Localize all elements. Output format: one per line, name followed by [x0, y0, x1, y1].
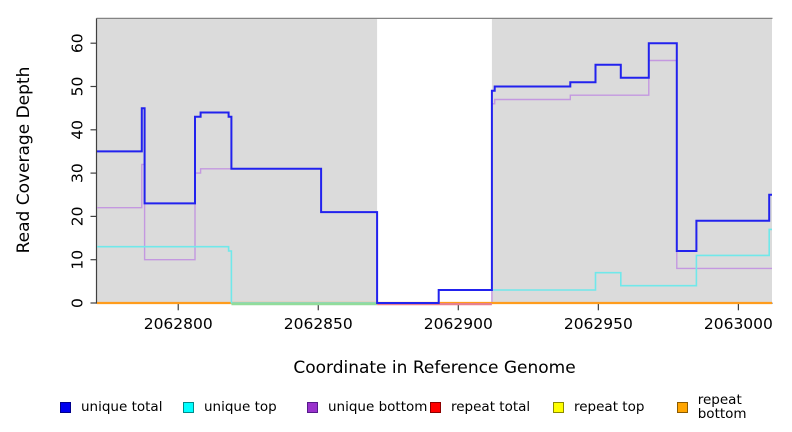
legend-item-repeat-total: repeat total: [430, 398, 530, 416]
legend-swatch-repeat-bottom: [677, 401, 688, 413]
legend-label: unique bottom: [328, 399, 428, 415]
x-tick-label: 2062900: [424, 315, 493, 333]
legend-label: unique total: [81, 399, 163, 415]
x-tick-label: 2062850: [284, 315, 353, 333]
y-axis-title: Read Coverage Depth: [14, 66, 34, 254]
y-tick-label: 10: [68, 250, 86, 270]
legend-item-unique-total: unique total: [60, 398, 162, 416]
legend-item-unique-bottom: unique bottom: [307, 398, 427, 416]
legend-label: repeat bottom: [697, 392, 747, 422]
shaded-region: [491, 19, 772, 304]
x-axis-ticks: 2062800 2062850 2062900 2062950 2063000: [144, 303, 773, 333]
y-axis-ticks: 0 10 20 30 40 50 60: [68, 33, 96, 308]
x-tick-label: 2062800: [144, 315, 213, 333]
legend-swatch-repeat-total: [430, 401, 441, 413]
legend: unique total unique top unique bottom repea…: [0, 393, 792, 421]
legend-label: repeat top: [574, 399, 645, 415]
shaded-region: [97, 19, 378, 304]
y-tick-label: 0: [68, 298, 86, 308]
legend-swatch-unique-top: [183, 401, 194, 413]
y-tick-label: 30: [68, 163, 86, 183]
x-axis-title: Coordinate in Reference Genome: [293, 358, 576, 378]
y-tick-label: 20: [68, 207, 86, 227]
legend-label: repeat total: [451, 399, 531, 415]
series-line-unique-total: [97, 42, 772, 304]
legend-item-unique-top: unique top: [183, 398, 277, 416]
legend-swatch-unique-bottom: [307, 401, 318, 413]
y-tick-label: 50: [68, 77, 86, 97]
legend-label: unique top: [204, 399, 277, 415]
legend-swatch-unique-total: [60, 401, 71, 413]
x-tick-label: 2062950: [564, 315, 633, 333]
legend-item-repeat-bottom: repeat bottom: [677, 393, 792, 421]
x-tick-label: 2063000: [704, 315, 773, 333]
series-line-unique-top: [97, 228, 772, 304]
legend-item-repeat-top: repeat top: [553, 398, 644, 416]
y-tick-label: 60: [68, 33, 86, 53]
y-tick-label: 40: [68, 120, 86, 140]
legend-swatch-repeat-top: [553, 401, 564, 413]
